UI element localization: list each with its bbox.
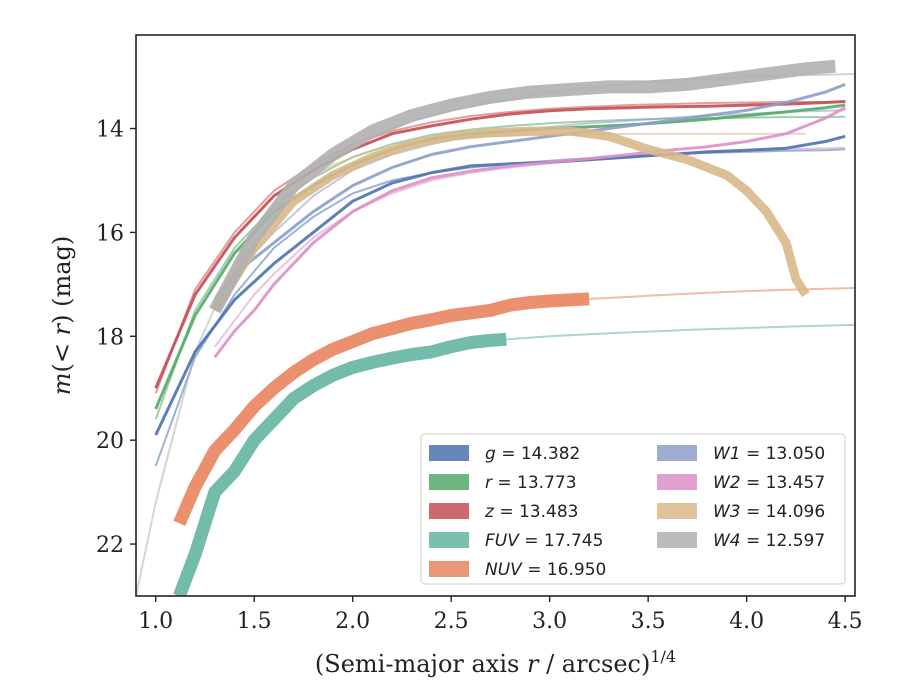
legend-swatch-w3 (657, 503, 697, 519)
series-band-fuv (173, 332, 507, 596)
legend-entry-fuv: FUV = 17.745 (485, 531, 603, 551)
model-line-r (154, 115, 846, 420)
legend: g = 14.382 r = 13.773 z = 13.483 FUV = 17.7… (420, 433, 846, 585)
x-tick-label: 3.5 (631, 609, 666, 634)
legend-swatch-w1 (657, 445, 697, 461)
legend-swatch-z (429, 503, 469, 519)
legend-entry-w3: W3 = 14.096 (713, 502, 825, 522)
legend-swatch-w4 (657, 532, 697, 548)
legend-entry-nuv: NUV = 16.950 (485, 560, 606, 580)
legend-entry-z: z = 13.483 (484, 502, 578, 522)
legend-swatch-w2 (657, 474, 697, 490)
ticks-layer: 1.0 1.5 2.0 2.5 3.0 3.5 4.0 4.5 14 16 18 20 22 (96, 118, 863, 635)
y-tick-label: 18 (96, 325, 124, 350)
x-axis-label: (Semi-major axis r / arcsec)1/4 (315, 647, 676, 678)
series-band-z (154, 100, 846, 389)
x-tick-label: 1.5 (237, 609, 272, 634)
legend-entry-g: g = 14.382 (485, 444, 580, 464)
y-tick-label: 20 (96, 429, 124, 454)
x-tick-label: 2.5 (434, 609, 469, 634)
x-tick-label: 2.0 (335, 609, 370, 634)
legend-entry-r: r = 13.773 (485, 473, 577, 493)
legend-entry-w4: W4 = 12.597 (713, 531, 825, 551)
legend-swatch-r (429, 474, 469, 490)
series-band-g (154, 134, 846, 436)
series-band-w2 (213, 106, 846, 359)
legend-swatch-fuv (429, 532, 469, 548)
model-line-nuv (589, 287, 855, 300)
model-line-fuv (506, 323, 855, 341)
series-band-nuv (173, 292, 590, 526)
x-tick-label: 4.5 (828, 609, 863, 634)
y-tick-label: 16 (96, 221, 124, 246)
legend-entry-w1: W1 = 13.050 (713, 444, 825, 464)
x-tick-label: 3.0 (532, 609, 567, 634)
series-band-w3 (210, 126, 810, 313)
y-tick-label: 22 (96, 533, 124, 558)
y-tick-label: 14 (96, 118, 124, 143)
series-band-w4 (209, 59, 836, 314)
x-tick-label: 1.0 (138, 609, 173, 634)
series-layer (136, 59, 855, 596)
x-tick-label: 4.0 (729, 609, 764, 634)
model-line-z (154, 100, 846, 394)
legend-swatch-nuv (429, 561, 469, 577)
legend-entry-w2: W2 = 13.457 (713, 473, 825, 493)
legend-swatch-g (429, 445, 469, 461)
legend-box (420, 433, 846, 585)
plot-frame (135, 34, 856, 597)
series-band-w1 (213, 82, 846, 301)
y-axis-label: m(< r) (mag) (48, 236, 76, 396)
